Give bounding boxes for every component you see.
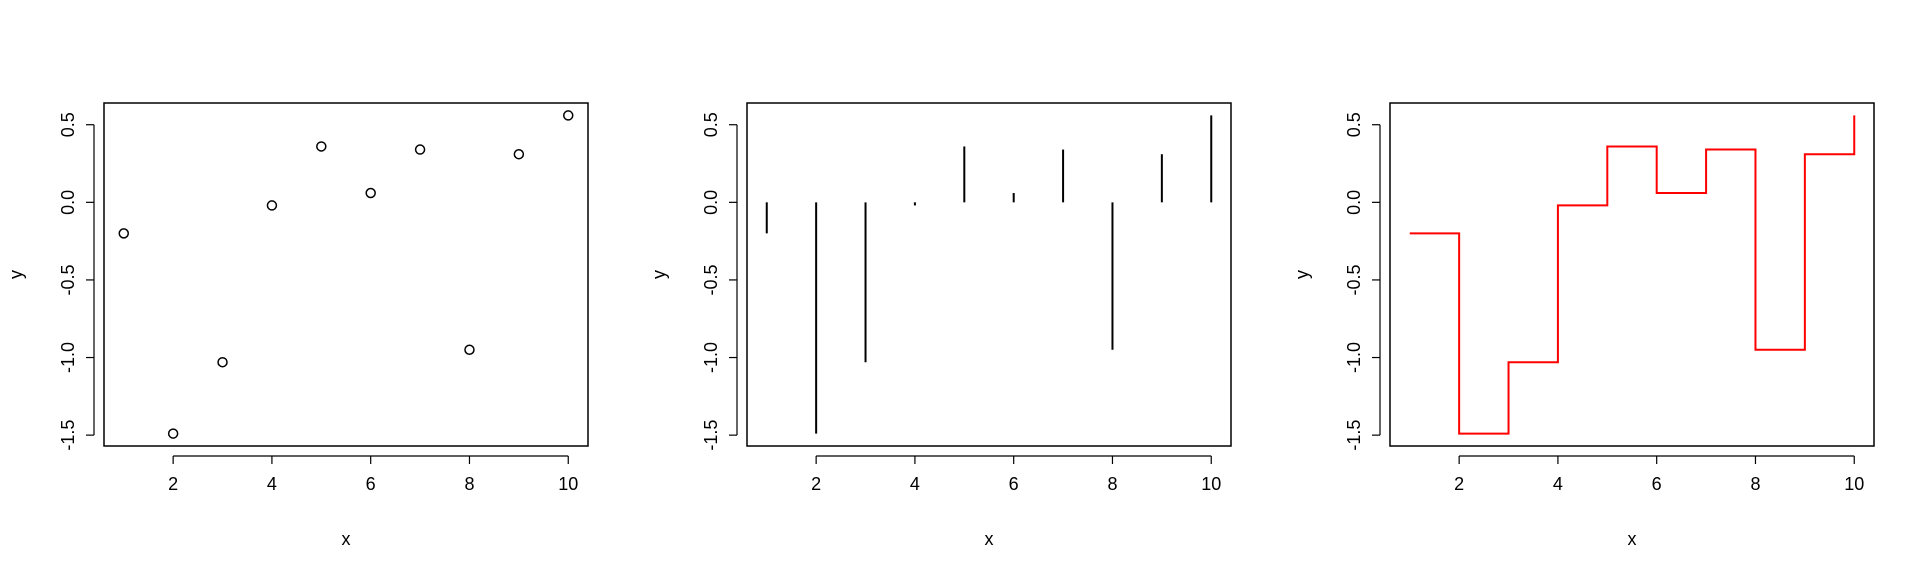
data-point <box>365 187 376 199</box>
plot-frame <box>1389 102 1875 447</box>
y-tick-label: 0.5 <box>58 112 78 137</box>
y-axis-label: y <box>6 270 26 279</box>
x-tick-label: 8 <box>1107 474 1117 494</box>
x-tick-label: 4 <box>1553 474 1563 494</box>
y-tick-label: -1.5 <box>1344 420 1364 451</box>
y-tick-label: 0.0 <box>701 190 721 215</box>
data-point <box>464 344 475 356</box>
y-axis-label: y <box>649 270 669 279</box>
y-tick-label: 0.5 <box>1344 112 1364 137</box>
x-tick-label: 6 <box>366 474 376 494</box>
x-tick-label: 10 <box>558 474 578 494</box>
y-tick-label: -1.0 <box>1344 342 1364 373</box>
data-point <box>167 428 179 439</box>
y-tick-label: -0.5 <box>1344 264 1364 295</box>
y-tick-label: -1.5 <box>58 420 78 451</box>
x-tick-label: 4 <box>267 474 277 494</box>
x-tick-label: 4 <box>910 474 920 494</box>
data-point <box>316 141 327 152</box>
data-point <box>562 110 574 121</box>
y-tick-label: 0.0 <box>58 190 78 215</box>
x-tick-label: 2 <box>1454 474 1464 494</box>
plot-frame <box>103 102 589 447</box>
y-tick-label: -1.0 <box>58 342 78 373</box>
x-axis-label: x <box>985 529 994 549</box>
vertical-lines-panel: 2 4 6 8 10 x -1.5 -1.0 -0.5 0.0 0.5 y <box>649 102 1232 549</box>
x-axis-label: x <box>1628 529 1637 549</box>
data-point <box>414 144 426 155</box>
x-tick-label: 8 <box>464 474 474 494</box>
data-point <box>513 148 525 160</box>
x-tick-label: 2 <box>811 474 821 494</box>
scatter-panel: 2 4 6 8 10 x -1.5 -1.0 -0.5 0.0 0.5 y <box>6 102 589 549</box>
y-tick-label: -0.5 <box>58 264 78 295</box>
x-tick-label: 10 <box>1844 474 1864 494</box>
y-tick-label: 0.0 <box>1344 190 1364 215</box>
x-tick-label: 2 <box>168 474 178 494</box>
data-point <box>118 228 130 239</box>
x-tick-label: 6 <box>1009 474 1019 494</box>
y-tick-label: -0.5 <box>701 264 721 295</box>
y-tick-label: -1.5 <box>701 420 721 451</box>
plot-frame <box>746 102 1232 447</box>
y-tick-label: -1.0 <box>701 342 721 373</box>
data-point <box>266 200 278 211</box>
step-panel: 2 4 6 8 10 x -1.5 -1.0 -0.5 0.0 0.5 y <box>1292 102 1875 549</box>
y-tick-label: 0.5 <box>701 112 721 137</box>
x-tick-label: 8 <box>1750 474 1760 494</box>
x-tick-label: 6 <box>1652 474 1662 494</box>
data-point <box>217 356 228 368</box>
x-tick-label: 10 <box>1201 474 1221 494</box>
y-axis-label: y <box>1292 270 1312 279</box>
x-axis-label: x <box>342 529 351 549</box>
step-series-line <box>1409 115 1856 435</box>
